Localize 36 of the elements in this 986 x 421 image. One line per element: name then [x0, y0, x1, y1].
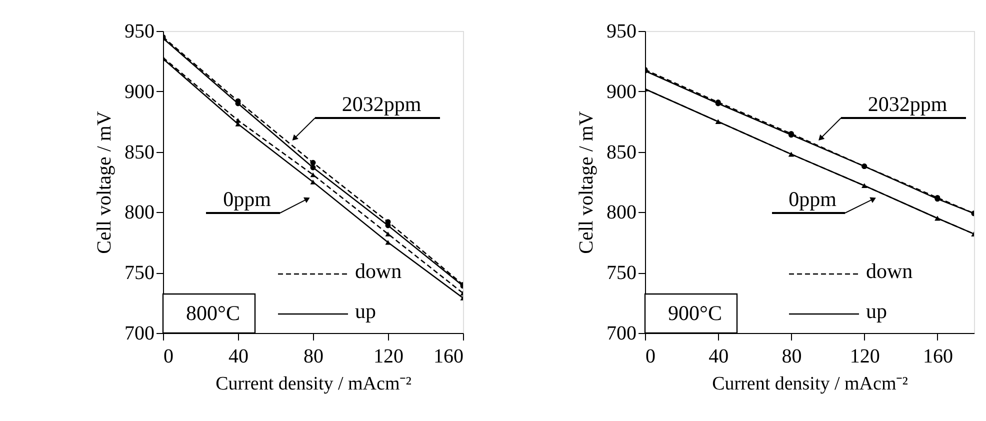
y-tick-label: 950: [606, 20, 636, 42]
annotation: 2032ppm: [868, 92, 948, 116]
x-tick-label: 80: [782, 346, 802, 368]
annotation: 2032ppm: [342, 92, 422, 116]
y-axis-title: Cell voltage / mV: [94, 110, 116, 254]
x-axis-title: Current density / mAcm⁻²: [216, 374, 412, 394]
x-tick-label: 0: [646, 346, 656, 368]
annotation: 800°C: [186, 301, 240, 325]
y-tick-label: 850: [124, 141, 154, 164]
legend-label: up: [355, 299, 376, 323]
x-tick-label: 0: [164, 346, 174, 368]
x-tick-label: 40: [708, 346, 729, 368]
y-tick-label: 700: [606, 322, 636, 344]
x-tick-label: 120: [850, 346, 880, 368]
annotation: 900°C: [668, 301, 722, 325]
y-tick-label: 900: [606, 80, 636, 103]
x-axis-title: Current density / mAcm⁻²: [712, 374, 908, 394]
x-tick-label: 40: [228, 346, 248, 368]
y-tick-label: 850: [606, 141, 636, 164]
x-tick-label: 80: [304, 346, 324, 368]
y-tick-label: 800: [124, 202, 154, 224]
legend-label: up: [866, 299, 887, 323]
y-tick-label: 900: [124, 80, 154, 103]
y-tick-label: 800: [606, 202, 636, 224]
annotation: 0ppm: [223, 187, 271, 211]
y-tick-label: 950: [124, 20, 154, 42]
annotation: 0ppm: [788, 187, 836, 211]
x-tick-label: 160: [434, 346, 464, 368]
y-tick-label: 750: [606, 262, 636, 284]
x-tick-label: 160: [922, 346, 953, 368]
y-axis-title: Cell voltage / mV: [576, 110, 598, 254]
legend-label: down: [355, 259, 402, 283]
y-tick-label: 700: [124, 322, 154, 344]
y-tick-label: 750: [124, 262, 154, 284]
legend-label: down: [866, 259, 914, 283]
x-tick-label: 120: [374, 346, 404, 368]
